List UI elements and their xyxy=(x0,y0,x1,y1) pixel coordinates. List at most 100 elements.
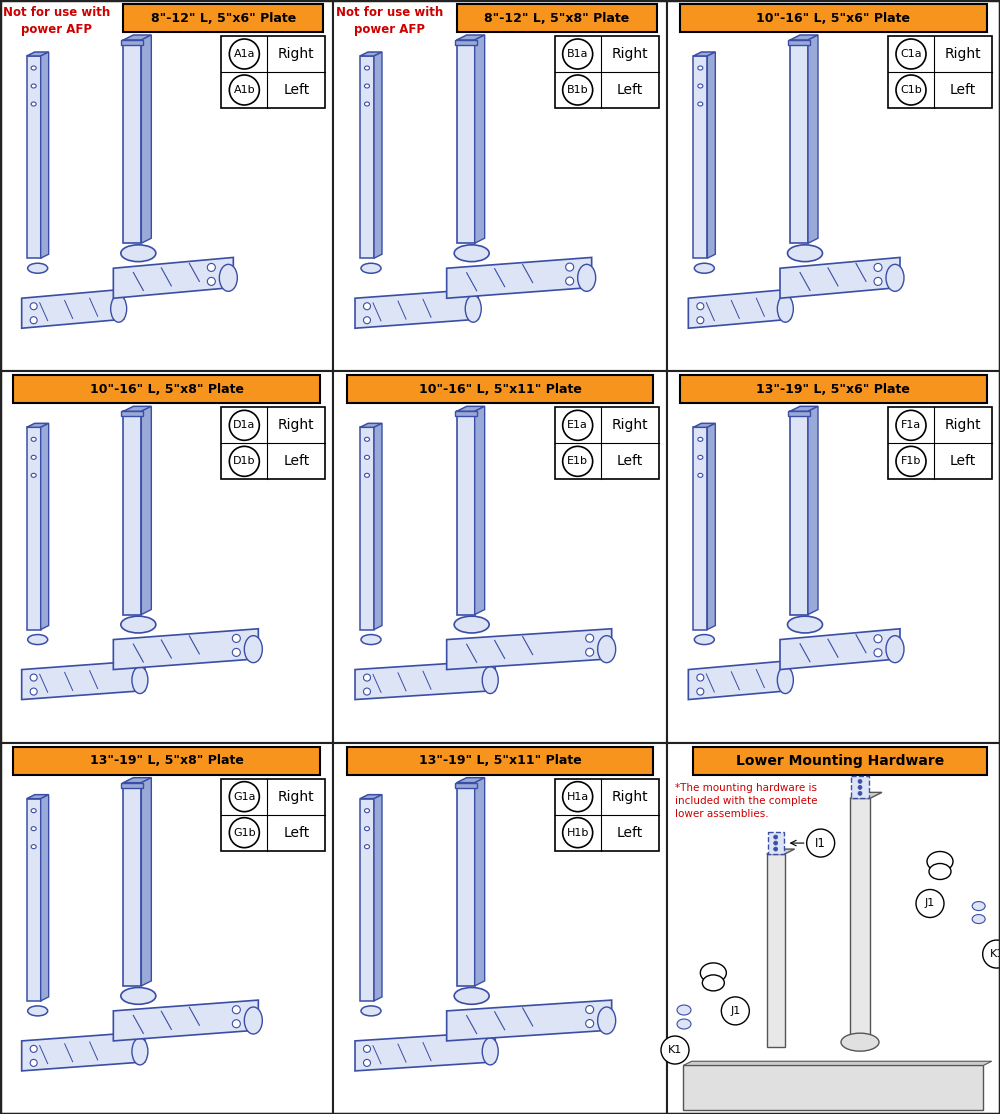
Text: A1b: A1b xyxy=(234,85,255,95)
Polygon shape xyxy=(355,1032,495,1071)
Polygon shape xyxy=(355,290,478,329)
Text: Right: Right xyxy=(278,47,315,61)
Ellipse shape xyxy=(364,456,370,459)
Ellipse shape xyxy=(244,636,262,663)
Ellipse shape xyxy=(31,473,36,477)
Ellipse shape xyxy=(364,102,370,106)
Circle shape xyxy=(874,263,882,272)
Ellipse shape xyxy=(929,863,951,879)
Bar xyxy=(0,371,333,743)
Polygon shape xyxy=(455,411,477,417)
Circle shape xyxy=(697,303,704,310)
Text: 8"-12" L, 5"x8" Plate: 8"-12" L, 5"x8" Plate xyxy=(484,11,629,25)
Polygon shape xyxy=(788,40,810,45)
Ellipse shape xyxy=(972,901,985,910)
Polygon shape xyxy=(693,428,707,629)
Polygon shape xyxy=(123,778,151,783)
Polygon shape xyxy=(808,35,818,243)
Polygon shape xyxy=(475,407,485,615)
Polygon shape xyxy=(790,35,818,40)
Text: Right: Right xyxy=(278,790,315,803)
Circle shape xyxy=(697,316,704,324)
Text: Right: Right xyxy=(611,419,648,432)
Text: D1a: D1a xyxy=(233,420,256,430)
Text: *The mounting hardware is
included with the complete
lower assemblies.: *The mounting hardware is included with … xyxy=(675,783,817,819)
Circle shape xyxy=(207,277,215,285)
Polygon shape xyxy=(780,628,900,670)
Ellipse shape xyxy=(121,987,156,1005)
Polygon shape xyxy=(768,832,784,854)
Polygon shape xyxy=(27,428,41,629)
Polygon shape xyxy=(808,407,818,615)
Bar xyxy=(347,375,653,403)
Ellipse shape xyxy=(677,1019,691,1029)
Text: E1a: E1a xyxy=(567,420,588,430)
Polygon shape xyxy=(355,661,495,700)
Text: J1: J1 xyxy=(730,1006,740,1016)
Text: G1b: G1b xyxy=(233,828,256,838)
Ellipse shape xyxy=(121,616,156,633)
Bar xyxy=(347,746,653,774)
Circle shape xyxy=(774,836,778,839)
Ellipse shape xyxy=(132,666,148,694)
Polygon shape xyxy=(455,40,477,45)
Ellipse shape xyxy=(31,827,36,831)
Text: Right: Right xyxy=(611,47,648,61)
Ellipse shape xyxy=(31,809,36,813)
Circle shape xyxy=(858,791,862,795)
Text: C1a: C1a xyxy=(900,49,922,59)
Polygon shape xyxy=(457,778,485,783)
Polygon shape xyxy=(121,411,143,417)
Polygon shape xyxy=(767,854,785,1047)
Text: Left: Left xyxy=(617,84,643,97)
Circle shape xyxy=(586,648,594,656)
Polygon shape xyxy=(22,1032,145,1071)
Text: Left: Left xyxy=(617,455,643,468)
Bar xyxy=(888,408,992,479)
Text: H1b: H1b xyxy=(566,828,589,838)
Circle shape xyxy=(566,263,574,271)
Circle shape xyxy=(586,1006,594,1014)
Ellipse shape xyxy=(482,1038,498,1065)
Circle shape xyxy=(30,1059,37,1066)
Polygon shape xyxy=(360,56,374,258)
Ellipse shape xyxy=(31,102,36,106)
Polygon shape xyxy=(850,799,870,1047)
Text: D1b: D1b xyxy=(233,457,256,467)
Circle shape xyxy=(858,780,862,783)
Polygon shape xyxy=(683,1062,992,1065)
Circle shape xyxy=(807,829,835,857)
Ellipse shape xyxy=(364,66,370,70)
Ellipse shape xyxy=(465,295,481,322)
Polygon shape xyxy=(121,40,143,45)
Polygon shape xyxy=(788,411,810,417)
Polygon shape xyxy=(457,35,485,40)
Polygon shape xyxy=(790,411,808,615)
Polygon shape xyxy=(123,411,141,615)
Ellipse shape xyxy=(364,84,370,88)
Ellipse shape xyxy=(28,635,48,645)
Bar xyxy=(123,4,323,32)
Ellipse shape xyxy=(700,962,726,983)
Circle shape xyxy=(30,688,37,695)
Polygon shape xyxy=(455,783,477,788)
Polygon shape xyxy=(360,52,382,56)
Ellipse shape xyxy=(698,456,703,459)
Bar xyxy=(221,36,325,108)
Polygon shape xyxy=(693,423,715,428)
Circle shape xyxy=(30,674,37,681)
Polygon shape xyxy=(27,799,41,1000)
Circle shape xyxy=(232,1019,240,1028)
Bar xyxy=(333,743,667,1114)
Circle shape xyxy=(232,634,240,643)
Polygon shape xyxy=(41,52,49,258)
Circle shape xyxy=(207,263,215,272)
Polygon shape xyxy=(27,794,49,799)
Circle shape xyxy=(586,634,594,642)
Text: K1: K1 xyxy=(668,1045,682,1055)
Polygon shape xyxy=(22,290,124,329)
Bar xyxy=(0,743,333,1114)
Text: C1b: C1b xyxy=(900,85,922,95)
Circle shape xyxy=(661,1036,689,1064)
Bar xyxy=(683,1065,983,1110)
